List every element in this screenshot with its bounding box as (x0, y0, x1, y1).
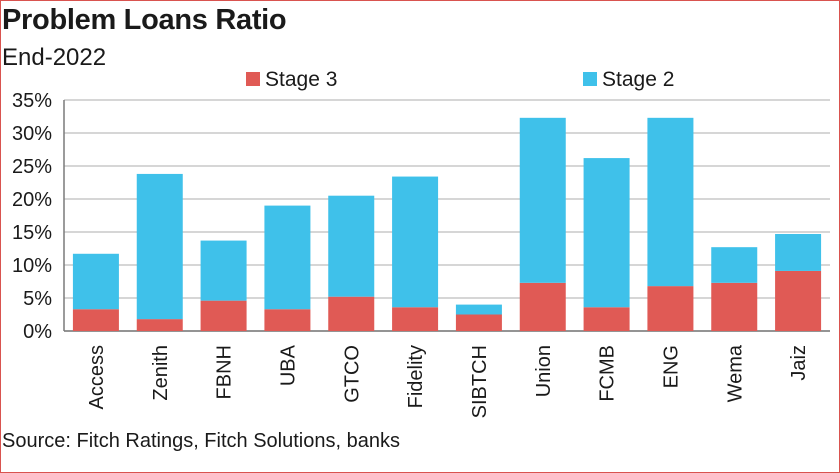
y-tick-label: 0% (23, 321, 52, 343)
bar-stage-2 (200, 240, 247, 301)
bar-stage-2 (775, 233, 822, 271)
x-tick-label: Access (86, 345, 108, 409)
legend-label: Stage 3 (265, 68, 337, 91)
x-tick-label: Wema (724, 344, 746, 402)
chart-subtitle: End-2022 (2, 44, 107, 71)
bar-stage-2 (519, 117, 566, 283)
y-tick-label: 10% (12, 255, 52, 277)
chart-title: Problem Loans Ratio (2, 4, 287, 36)
bar-stage-3 (264, 309, 311, 331)
x-tick-label: UBA (277, 344, 299, 386)
bar-stage-2 (583, 158, 630, 308)
x-tick-label: Union (533, 345, 555, 397)
bar-stage-2 (711, 247, 758, 283)
bar-stage-3 (711, 282, 758, 331)
bar-stage-3 (455, 314, 502, 331)
legend-swatch (246, 72, 260, 86)
bar-stage-3 (328, 296, 375, 331)
x-tick-label: SIBTCH (469, 345, 491, 418)
bar-stage-2 (136, 173, 183, 320)
source-note: Source: Fitch Ratings, Fitch Solutions, … (2, 430, 400, 452)
bar-stage-3 (647, 286, 694, 331)
y-tick-label: 5% (23, 288, 52, 310)
y-tick-label: 25% (12, 156, 52, 178)
bar-stage-3 (519, 282, 566, 331)
x-tick-label: Fidelity (405, 345, 427, 408)
y-tick-label: 20% (12, 189, 52, 211)
bar-stage-3 (72, 309, 119, 331)
x-tick-label: FBNH (214, 345, 236, 399)
bar-stage-3 (775, 270, 822, 331)
bar-stage-2 (647, 117, 694, 287)
bar-stage-2 (455, 304, 502, 315)
bar-stage-3 (136, 319, 183, 331)
x-tick-label: ENG (660, 345, 682, 388)
legend-label: Stage 2 (602, 68, 674, 91)
y-tick-label: 35% (12, 90, 52, 112)
bar-stage-2 (72, 253, 119, 310)
x-tick-label: GTCO (341, 345, 363, 403)
x-tick-label: FCMB (597, 345, 619, 402)
x-tick-label: Jaiz (788, 345, 810, 381)
bar-stage-3 (392, 307, 439, 331)
bar-stage-3 (200, 300, 247, 331)
y-tick-label: 30% (12, 123, 52, 145)
bar-stage-3 (583, 307, 630, 331)
y-tick-label: 15% (12, 222, 52, 244)
legend-swatch (583, 72, 597, 86)
x-tick-label: Zenith (150, 345, 172, 401)
bar-stage-2 (392, 176, 439, 308)
bar-stage-2 (328, 195, 375, 297)
bar-stage-2 (264, 205, 311, 310)
